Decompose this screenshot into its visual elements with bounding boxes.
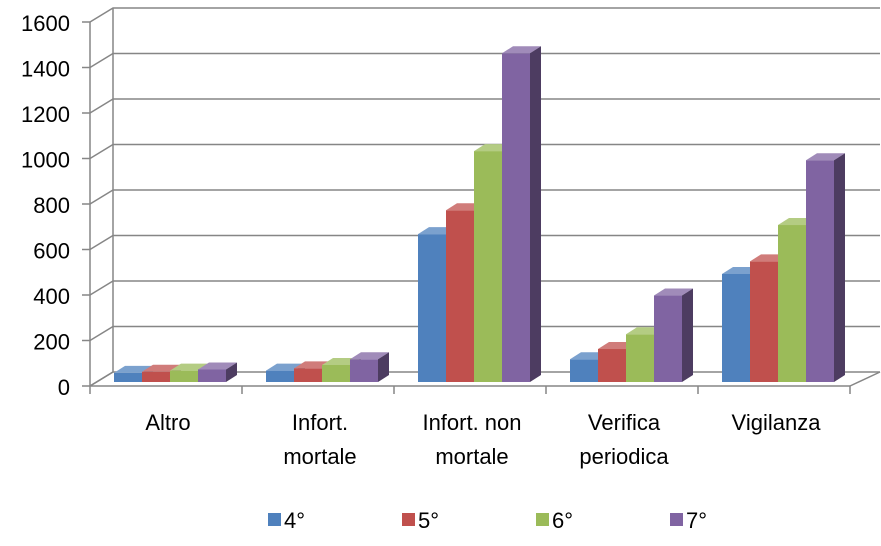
gridline [89, 7, 880, 23]
x-tick-label: Infort. [292, 410, 348, 435]
x-tick-labels: Altro Infort. mortale Infort. non mortale Ver… [145, 410, 821, 469]
bar-front [654, 295, 682, 382]
bar-top [806, 153, 845, 161]
bar-front [350, 359, 378, 382]
bar-side [226, 362, 237, 382]
legend-swatch [268, 513, 281, 526]
bar-front [294, 368, 322, 382]
gridline [89, 189, 880, 205]
gridline [89, 325, 880, 342]
legend-label: 6° [552, 508, 573, 533]
bar-front [474, 151, 502, 382]
legend-swatch [536, 513, 549, 526]
x-tick-label: periodica [579, 444, 669, 469]
x-tick-label: Altro [145, 410, 190, 435]
bar-front [502, 53, 530, 382]
y-tick-label: 1600 [21, 11, 70, 36]
bar-front [598, 349, 626, 382]
bar [502, 46, 541, 382]
y-tick-label: 600 [33, 239, 70, 264]
bar-side [530, 46, 541, 382]
legend-item: 4° [268, 508, 305, 533]
bar-front [722, 273, 750, 382]
gridline [89, 52, 880, 69]
bar-front [170, 370, 198, 382]
bar-front [198, 369, 226, 382]
legend: 4° 5° 6° 7° [268, 508, 707, 533]
bar-front [806, 160, 834, 382]
y-tick-label: 1400 [21, 57, 70, 82]
bar [654, 288, 693, 382]
gridline [89, 98, 880, 114]
y-tick-label: 0 [58, 375, 70, 400]
x-tick-label: mortale [435, 444, 508, 469]
bar-front [446, 210, 474, 382]
y-tick-labels: 0 200 400 600 800 1000 1200 1400 1600 [21, 11, 70, 400]
bars [114, 46, 845, 382]
bar-front [322, 364, 350, 382]
y-tick-label: 1000 [21, 148, 70, 173]
bar-front [142, 371, 170, 382]
y-tick-label: 400 [33, 284, 70, 309]
bar [198, 362, 237, 382]
bar [806, 153, 845, 382]
legend-swatch [670, 513, 683, 526]
bar-front [570, 359, 598, 382]
bar-front [750, 261, 778, 382]
legend-swatch [402, 513, 415, 526]
bar-front [418, 234, 446, 382]
x-tick-label: Infort. non [422, 410, 521, 435]
legend-item: 7° [670, 508, 707, 533]
bar [350, 352, 389, 382]
x-tick-label: mortale [283, 444, 356, 469]
bar-top [654, 288, 693, 296]
bar-side [378, 352, 389, 382]
bar-front [266, 370, 294, 382]
gridline [89, 143, 880, 160]
legend-label: 7° [686, 508, 707, 533]
legend-item: 5° [402, 508, 439, 533]
bar-top [350, 352, 389, 360]
legend-label: 5° [418, 508, 439, 533]
x-tick-label: Verifica [588, 410, 661, 435]
legend-item: 6° [536, 508, 573, 533]
floor-right-edge [849, 371, 881, 387]
gridline [89, 280, 880, 296]
bar-side [682, 288, 693, 382]
y-tick-label: 200 [33, 330, 70, 355]
bar-top [502, 46, 541, 54]
bar-front [778, 225, 806, 382]
legend-label: 4° [284, 508, 305, 533]
bar-side [834, 153, 845, 382]
gridline [89, 234, 880, 251]
gridlines [89, 7, 880, 387]
bar-front [626, 334, 654, 382]
bar-top [198, 362, 237, 370]
axes [82, 21, 881, 394]
y-tick-label: 800 [33, 193, 70, 218]
bar-front [114, 372, 142, 382]
x-tick-label: Vigilanza [732, 410, 822, 435]
y-tick-label: 1200 [21, 102, 70, 127]
